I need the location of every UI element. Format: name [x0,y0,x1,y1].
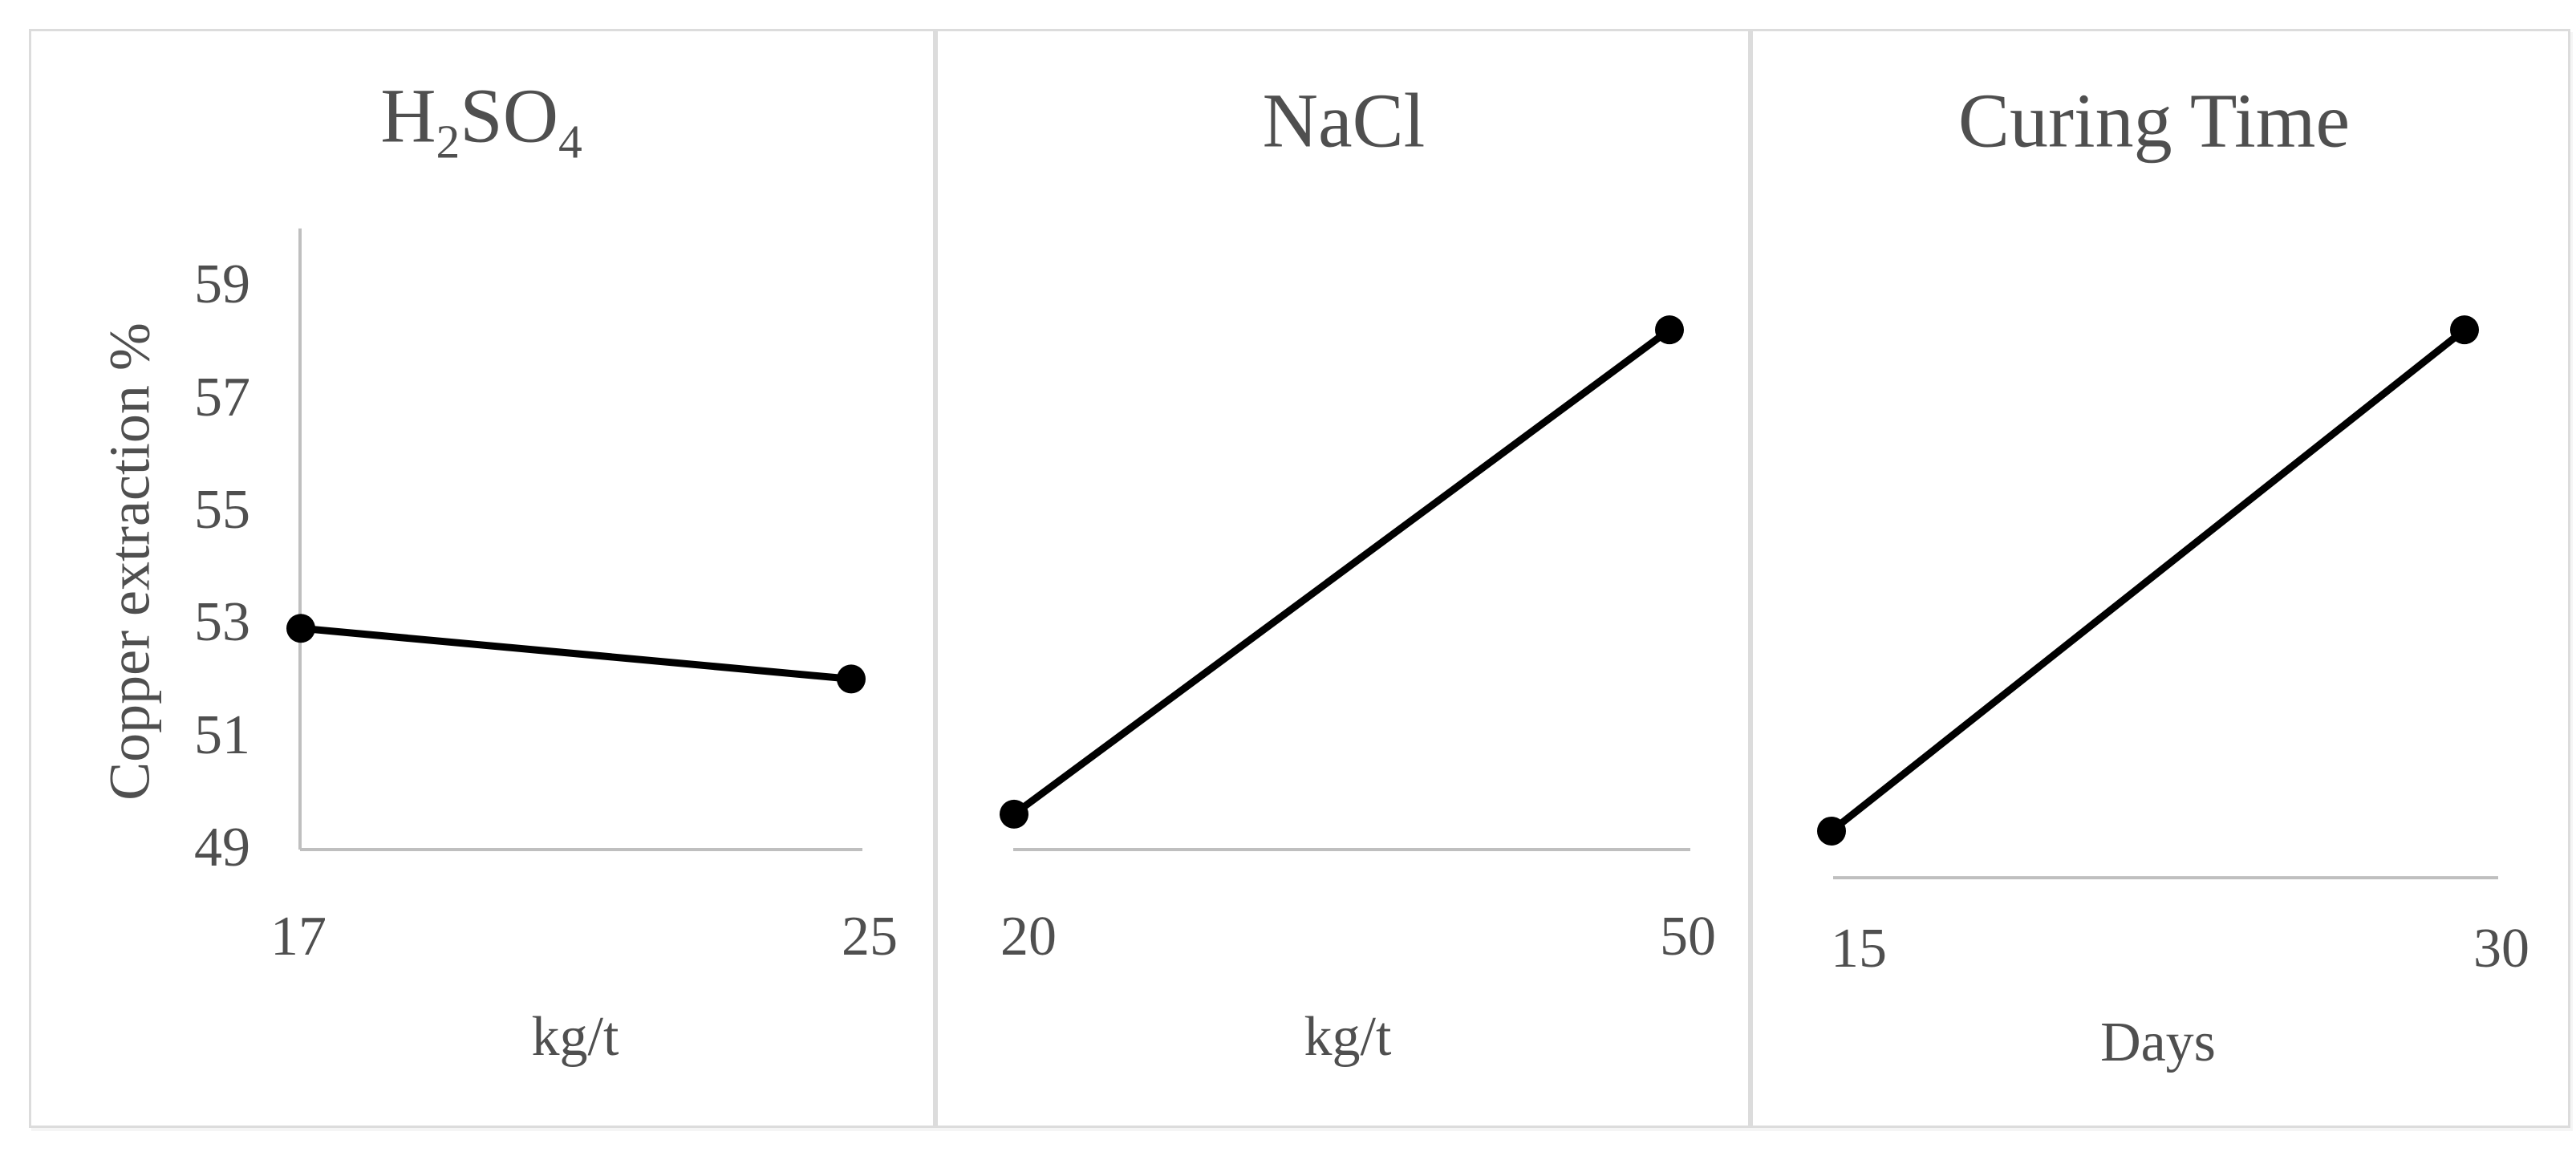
panel-h2so4 [29,29,935,1128]
y-axis-title: Copper extraction % [97,322,162,801]
x-axis-title-nacl: kg/t [1304,1006,1392,1068]
y-tick-55: 55 [194,479,250,541]
x-tick-50: 50 [1660,906,1716,967]
y-tick-51: 51 [194,704,250,766]
panel-title-h2so4: H2SO4 [380,72,582,168]
data-point [2450,315,2479,345]
data-point [837,664,866,694]
series-line [297,624,855,683]
x-tick-25: 25 [842,906,898,967]
panel-curing-time [1750,29,2570,1128]
data-point [286,614,315,643]
x-tick-20: 20 [1000,906,1057,967]
panel-title-nacl: NaCl [1262,77,1426,164]
data-point [1655,315,1684,345]
y-tick-49: 49 [194,817,250,878]
x-tick-17: 17 [270,906,327,967]
series-line [1010,326,1673,818]
y-tick-59: 59 [194,254,250,315]
data-point [1000,799,1028,829]
y-tick-57: 57 [194,367,250,428]
x-axis-title-curing-time: Days [2100,1012,2216,1073]
series-line [1828,326,2468,835]
x-tick-30: 30 [2473,918,2529,980]
x-axis-title-h2so4: kg/t [531,1006,619,1068]
panel-nacl [935,29,1750,1128]
data-point [1817,816,1846,846]
x-tick-15: 15 [1831,918,1887,980]
y-tick-53: 53 [194,591,250,653]
panel-title-curing-time: Curing Time [1957,77,2351,164]
